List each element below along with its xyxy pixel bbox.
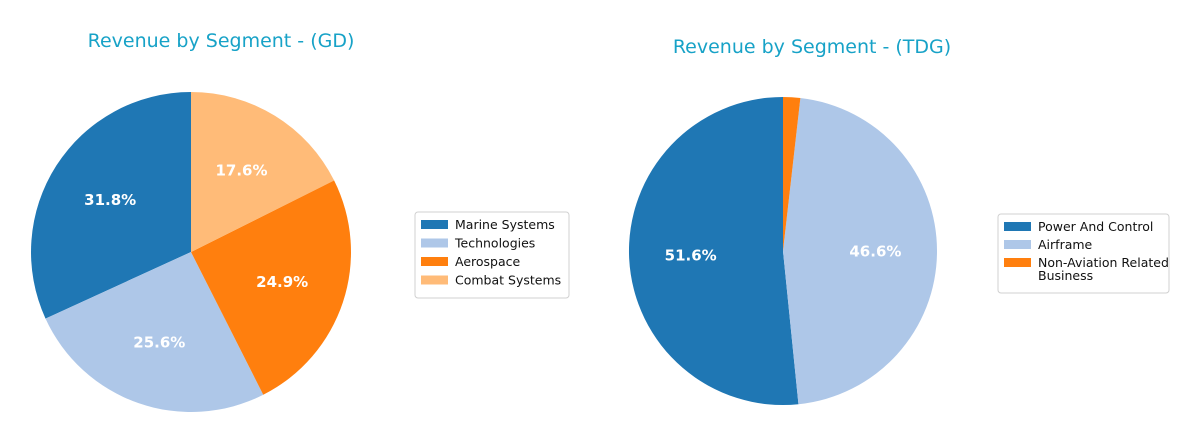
gd-legend-label-technologies: Technologies xyxy=(454,236,535,251)
gd-pie-slices xyxy=(31,92,351,412)
gd-pie-percent-labels: 31.8% 25.6% 24.9% 17.6% xyxy=(84,161,308,351)
tdg-percent-label-power-and-control: 51.6% xyxy=(665,247,717,265)
tdg-pie-percent-labels: 51.6% 46.6% xyxy=(665,243,902,265)
tdg-legend-swatch-airframe xyxy=(1004,240,1031,249)
gd-legend: Marine Systems Technologies Aerospace Comba… xyxy=(414,211,570,299)
gd-percent-label-aerospace: 24.9% xyxy=(256,273,308,291)
gd-legend-label-aerospace: Aerospace xyxy=(455,254,521,269)
tdg-legend-frame xyxy=(997,213,1170,294)
gd-legend-label-marine-systems: Marine Systems xyxy=(455,217,555,232)
gd-legend-swatch-combat-systems xyxy=(421,275,448,285)
gd-slice-technologies xyxy=(45,252,264,412)
tdg-legend-label-airframe: Airframe xyxy=(1038,237,1093,252)
gd-percent-label-marine-systems: 31.8% xyxy=(84,191,136,209)
tdg-legend: Power And Control Airframe Non-Aviation Re… xyxy=(997,213,1170,294)
tdg-chart-title: Revenue by Segment - (TDG) xyxy=(673,36,951,58)
tdg-slice-power-and-control xyxy=(628,97,799,406)
tdg-segment-pie-chart: Revenue by Segment - (TDG) 51.6% 46.6% Po… xyxy=(628,36,1170,406)
gd-legend-swatch-technologies xyxy=(421,238,448,248)
gd-chart-title: Revenue by Segment - (GD) xyxy=(88,30,355,52)
tdg-slice-non-aviation-related-business xyxy=(783,96,801,251)
tdg-legend-swatch-non-aviation-related-business xyxy=(1004,258,1031,267)
tdg-percent-label-airframe: 46.6% xyxy=(849,243,901,261)
gd-percent-label-technologies: 25.6% xyxy=(133,334,185,352)
gd-percent-label-combat-systems: 17.6% xyxy=(215,161,267,179)
tdg-legend-label-non-aviation-related-business: Non-Aviation Related Business xyxy=(1038,255,1169,283)
gd-legend-label-combat-systems: Combat Systems xyxy=(455,273,561,288)
gd-slice-combat-systems xyxy=(191,92,335,252)
tdg-pie-slices xyxy=(628,96,938,406)
gd-slice-marine-systems xyxy=(31,92,191,319)
tdg-legend-swatch-power-and-control xyxy=(1004,222,1031,231)
tdg-slice-airframe xyxy=(783,97,938,405)
tdg-legend-label-power-and-control: Power And Control xyxy=(1038,219,1153,234)
gd-segment-pie-chart: Revenue by Segment - (GD) 31.8% 25.6% 24.9… xyxy=(31,30,570,412)
gd-legend-swatch-marine-systems xyxy=(421,220,448,229)
gd-slice-aerospace xyxy=(191,180,351,395)
gd-legend-frame xyxy=(414,211,570,299)
gd-legend-swatch-aerospace xyxy=(421,257,448,266)
